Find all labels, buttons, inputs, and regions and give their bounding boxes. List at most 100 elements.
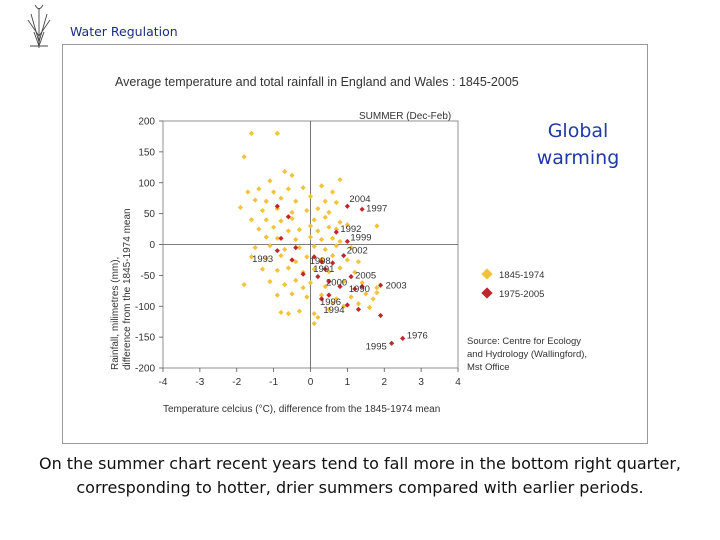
data-point-1845-1974 bbox=[318, 183, 325, 189]
data-point-1975-2005 bbox=[389, 340, 395, 346]
data-point-1845-1974 bbox=[333, 243, 339, 249]
data-point-1845-1974 bbox=[289, 172, 295, 178]
data-point-1845-1974 bbox=[355, 259, 362, 265]
year-annotation: 1997 bbox=[366, 203, 387, 214]
data-point-1845-1974 bbox=[330, 253, 336, 259]
data-point-1975-2005 bbox=[300, 271, 306, 277]
data-point-1845-1974 bbox=[322, 214, 328, 220]
data-point-1845-1974 bbox=[348, 244, 354, 251]
data-point-1975-2005 bbox=[333, 229, 339, 235]
y-tick-label: -100 bbox=[135, 302, 155, 313]
data-point-1845-1974 bbox=[274, 267, 280, 274]
data-point-1845-1974 bbox=[271, 189, 277, 195]
data-point-1845-1974 bbox=[285, 186, 291, 192]
data-point-1845-1974 bbox=[307, 193, 314, 199]
data-point-1845-1974 bbox=[344, 222, 350, 228]
y-tick-label: 150 bbox=[138, 147, 155, 158]
callout-line: warming bbox=[536, 147, 620, 169]
data-point-1845-1974 bbox=[322, 246, 328, 253]
data-point-1845-1974 bbox=[366, 304, 373, 311]
data-point-1845-1974 bbox=[278, 253, 284, 259]
data-point-1845-1974 bbox=[285, 311, 291, 317]
data-point-1845-1974 bbox=[241, 282, 247, 288]
data-point-1845-1974 bbox=[282, 282, 288, 288]
data-point-1845-1974 bbox=[326, 224, 332, 230]
data-point-1845-1974 bbox=[248, 130, 255, 136]
year-annotation: 1992 bbox=[340, 224, 361, 235]
x-tick-label: 2 bbox=[381, 377, 387, 388]
data-point-1845-1974 bbox=[293, 277, 299, 283]
data-point-1975-2005 bbox=[289, 257, 295, 263]
x-tick-label: -3 bbox=[195, 377, 204, 388]
data-point-1845-1974 bbox=[333, 199, 339, 206]
data-point-1845-1974 bbox=[278, 218, 284, 224]
x-tick-label: 1 bbox=[345, 377, 351, 388]
data-point-1975-2005 bbox=[285, 214, 291, 220]
data-point-1845-1974 bbox=[311, 320, 317, 327]
data-point-1975-2005 bbox=[326, 278, 332, 285]
data-point-1845-1974 bbox=[285, 228, 291, 234]
data-point-1845-1974 bbox=[282, 246, 288, 253]
data-point-1845-1974 bbox=[263, 234, 269, 240]
data-point-1845-1974 bbox=[252, 244, 258, 251]
data-point-1845-1974 bbox=[300, 285, 306, 291]
data-point-1845-1974 bbox=[304, 254, 310, 260]
year-annotation: 2002 bbox=[347, 246, 368, 257]
data-point-1975-2005 bbox=[377, 282, 384, 288]
data-point-1845-1974 bbox=[311, 266, 317, 272]
source-note: Source: Centre for Ecology and Hydrology… bbox=[467, 336, 587, 373]
data-point-1845-1974 bbox=[289, 209, 295, 215]
data-point-1975-2005 bbox=[274, 248, 280, 254]
data-point-1845-1974 bbox=[259, 207, 266, 214]
data-point-1975-2005 bbox=[322, 266, 328, 272]
data-point-1845-1974 bbox=[241, 154, 247, 160]
data-point-1975-2005 bbox=[344, 238, 350, 245]
data-point-1845-1974 bbox=[322, 283, 328, 290]
data-point-1845-1974 bbox=[300, 185, 306, 191]
slide-caption: On the summer chart recent years tend to… bbox=[0, 452, 720, 500]
data-point-1845-1974 bbox=[263, 255, 269, 261]
data-point-1845-1974 bbox=[330, 189, 336, 195]
data-point-1975-2005 bbox=[274, 203, 280, 209]
data-point-1845-1974 bbox=[248, 217, 255, 223]
data-point-1845-1974 bbox=[293, 236, 299, 243]
data-point-1845-1974 bbox=[355, 301, 362, 307]
data-point-1845-1974 bbox=[263, 198, 269, 204]
y-tick-label: -50 bbox=[141, 271, 156, 282]
year-annotation: 1976 bbox=[407, 330, 428, 341]
data-point-1845-1974 bbox=[374, 290, 380, 296]
year-annotation: 2003 bbox=[386, 280, 407, 291]
source-line: Mst Office bbox=[467, 362, 510, 373]
y-axis-label-line2: difference from the 1845-1974 mean bbox=[122, 208, 133, 370]
data-point-1845-1974 bbox=[304, 294, 310, 300]
callout-line: Global bbox=[547, 120, 609, 142]
data-point-1845-1974 bbox=[293, 259, 299, 265]
data-point-1975-2005 bbox=[341, 253, 347, 259]
data-point-1845-1974 bbox=[330, 235, 336, 241]
data-point-1845-1974 bbox=[271, 224, 277, 230]
global-warming-callout: Global warming bbox=[522, 118, 634, 172]
y-tick-label: -200 bbox=[135, 364, 155, 375]
data-point-1845-1974 bbox=[337, 177, 343, 183]
data-point-1845-1974 bbox=[311, 217, 317, 223]
data-point-1845-1974 bbox=[296, 227, 303, 233]
data-point-1845-1974 bbox=[267, 243, 273, 249]
chart-title: Average temperature and total rainfall i… bbox=[115, 75, 519, 89]
year-annotation: 1998 bbox=[310, 256, 331, 267]
data-point-1845-1974 bbox=[326, 306, 332, 312]
data-point-1845-1974 bbox=[278, 195, 284, 201]
source-line: Source: Centre for Ecology bbox=[467, 336, 581, 347]
data-point-1845-1974 bbox=[296, 308, 303, 314]
data-point-1845-1974 bbox=[245, 189, 251, 195]
year-annotation: 1995 bbox=[366, 341, 387, 352]
year-annotation: 1996 bbox=[320, 297, 341, 308]
data-point-1845-1974 bbox=[304, 207, 310, 214]
data-point-1845-1974 bbox=[341, 278, 347, 285]
data-point-1845-1974 bbox=[285, 265, 291, 271]
data-point-1845-1974 bbox=[318, 292, 325, 298]
data-point-1845-1974 bbox=[296, 244, 303, 251]
y-tick-label: 100 bbox=[138, 178, 155, 189]
data-point-1845-1974 bbox=[322, 198, 328, 204]
data-point-1975-2005 bbox=[359, 206, 365, 212]
data-point-1845-1974 bbox=[307, 223, 314, 229]
